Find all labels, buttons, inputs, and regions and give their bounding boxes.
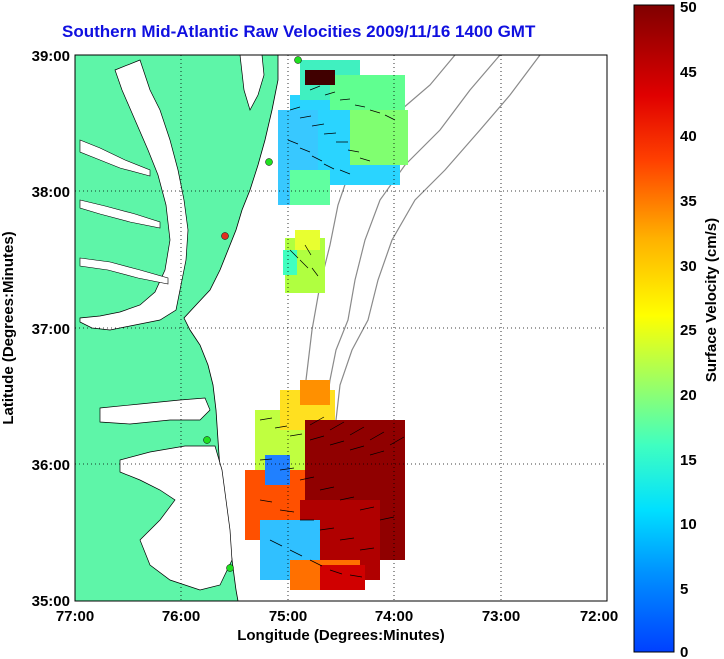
- x-tick-label: 77:00: [56, 608, 94, 625]
- radar-site-marker: [265, 158, 273, 166]
- chesapeake-bay: [79, 59, 189, 331]
- y-tick-label: 35:00: [32, 593, 70, 610]
- colorbar-tick: 40: [680, 128, 697, 145]
- x-tick-label: 73:00: [482, 608, 520, 625]
- pamlico-sound: [119, 445, 233, 591]
- colorbar-tick: 0: [680, 644, 688, 659]
- colorbar-tick: 45: [680, 64, 697, 81]
- y-axis-label: Latitude (Degrees:Minutes): [0, 231, 17, 424]
- y-tick-label: 36:00: [32, 457, 70, 474]
- colorbar-tick: 35: [680, 193, 697, 210]
- radar-site-marker: [221, 232, 229, 240]
- colorbar-tick: 10: [680, 516, 697, 533]
- x-axis-label: Longitude (Degrees:Minutes): [237, 627, 445, 644]
- map-title: Southern Mid-Atlantic Raw Velocities 200…: [62, 22, 536, 41]
- grid: [75, 55, 607, 601]
- colorbar-tick: 5: [680, 581, 688, 598]
- y-tick-label: 37:00: [32, 321, 70, 338]
- y-axis: 39:00 38:00 37:00 36:00 35:00: [32, 48, 70, 610]
- colorbar: [633, 4, 675, 653]
- x-tick-label: 74:00: [375, 608, 413, 625]
- colorbar-tick: 15: [680, 452, 697, 469]
- colorbar-label: Surface Velocity (cm/s): [703, 218, 720, 382]
- x-tick-label: 75:00: [269, 608, 307, 625]
- velocity-field-north: [278, 60, 408, 205]
- x-axis: 77:00 76:00 75:00 74:00 73:00 72:00: [56, 608, 618, 625]
- colorbar-tick: 30: [680, 258, 697, 275]
- albemarle-sound: [99, 397, 211, 425]
- radar-site-marker: [294, 56, 302, 64]
- colorbar-tick: 50: [680, 0, 697, 16]
- x-tick-label: 76:00: [162, 608, 200, 625]
- colorbar-tick: 25: [680, 322, 697, 339]
- velocity-arrows: [259, 85, 405, 578]
- colorbar-tick: 20: [680, 387, 697, 404]
- delaware-bay: [239, 55, 265, 111]
- y-tick-label: 38:00: [32, 184, 70, 201]
- x-tick-label: 72:00: [580, 608, 618, 625]
- radar-site-marker: [203, 436, 211, 444]
- colorbar-ticks: 50 45 40 35 30 25 20 15 10 5 0: [680, 0, 697, 659]
- velocity-field-middle: [283, 230, 325, 293]
- plot-frame: [74, 54, 608, 602]
- radar-site-marker: [226, 564, 234, 572]
- y-tick-label: 39:00: [32, 48, 70, 65]
